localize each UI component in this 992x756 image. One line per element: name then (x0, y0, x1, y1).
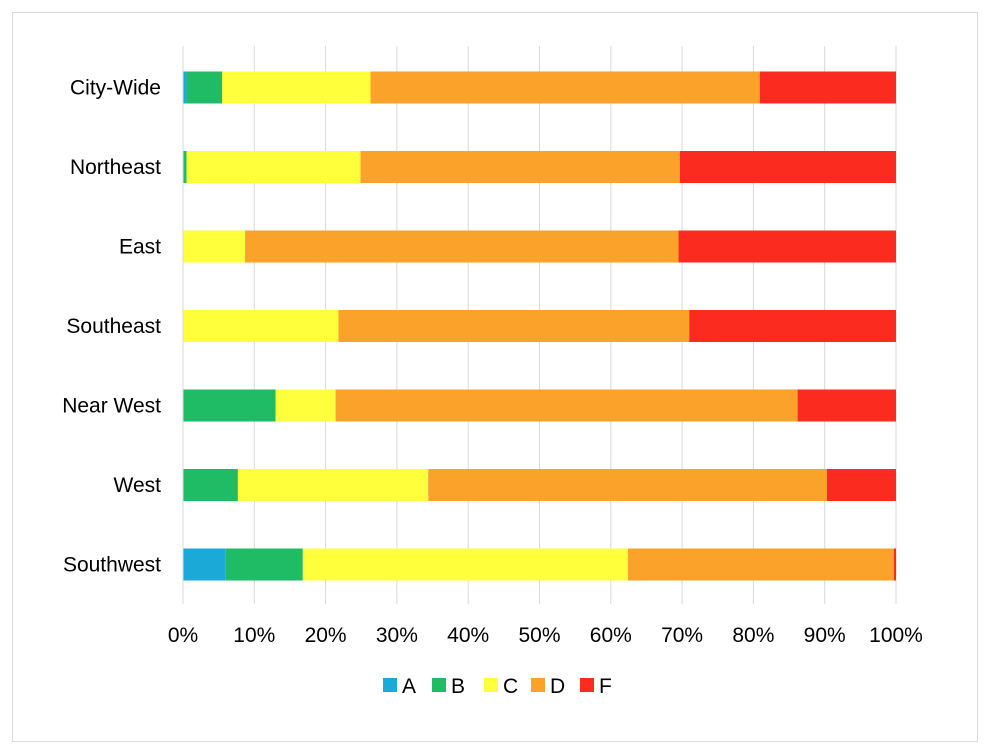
x-tick-label: 50% (518, 624, 560, 647)
x-tick-label: 30% (376, 624, 418, 647)
x-tick-label: 10% (233, 624, 275, 647)
bar-segment-f-west (826, 469, 896, 501)
legend-label: D (550, 675, 565, 698)
bar-segment-b-northeast (183, 151, 187, 183)
bar-segment-f-city-wide (759, 71, 896, 104)
x-tick-label: 20% (305, 624, 347, 647)
x-tick-label: 40% (447, 624, 489, 647)
x-tick-label: 100% (869, 624, 923, 647)
bar-segment-c-west (237, 469, 429, 501)
legend-swatch (484, 678, 498, 692)
x-tick-labels: 0% 10% 20% 30% 40% 50% 60% 70% 80% 90% 100% (168, 624, 923, 647)
category-label: Near West (62, 395, 161, 418)
category-label: Southwest (63, 554, 161, 577)
x-tick-label: 70% (661, 624, 703, 647)
bar-segment-f-east (678, 230, 896, 263)
legend-swatch (383, 678, 397, 692)
bar-segment-c-southeast (183, 310, 339, 342)
bar-segment-d-southwest (627, 548, 894, 581)
category-label: City-Wide (70, 77, 161, 100)
bar-segment-b-near-west (183, 389, 276, 422)
bar-segment-c-southwest (302, 548, 628, 581)
category-label: Northeast (70, 156, 161, 179)
category-labels: City-Wide Northeast East Southeast Near West… (62, 77, 161, 577)
bar-segment-d-east (245, 230, 679, 263)
category-label: Southeast (66, 315, 161, 338)
bar-segment-c-northeast (186, 151, 361, 183)
bar-segment-d-northeast (360, 151, 680, 183)
legend-label: F (599, 675, 612, 698)
bar-segment-f-near-west (797, 389, 896, 422)
bar-segment-d-near-west (335, 389, 798, 422)
bar-segment-b-west (183, 469, 238, 501)
bar-segment-c-city-wide (222, 71, 371, 104)
category-label: West (114, 474, 162, 497)
bars (183, 71, 896, 581)
bar-segment-f-southeast (689, 310, 896, 342)
legend-swatch (580, 678, 594, 692)
bar-segment-d-west (428, 469, 827, 501)
bar-segment-a-southwest (183, 548, 226, 581)
bar-segment-f-northeast (679, 151, 896, 183)
bar-segment-d-city-wide (370, 71, 760, 104)
bar-segment-f-southwest (893, 548, 896, 581)
category-label: East (119, 236, 161, 259)
bar-segment-a-city-wide (183, 71, 187, 104)
legend-label: B (451, 675, 465, 698)
x-tick-label: 60% (590, 624, 632, 647)
bar-segment-b-southwest (225, 548, 303, 581)
bar-segment-c-near-west (275, 389, 336, 422)
legend-swatch (432, 678, 446, 692)
x-tick-label: 90% (804, 624, 846, 647)
x-tick-label: 80% (732, 624, 774, 647)
legend-swatch (531, 678, 545, 692)
chart-frame (12, 12, 978, 742)
legend-label: C (503, 675, 518, 698)
legend-label: A (402, 675, 416, 698)
bar-segment-b-city-wide (186, 71, 223, 104)
x-tick-label: 0% (168, 624, 198, 647)
bar-segment-c-east (183, 230, 246, 263)
bar-segment-d-southeast (338, 310, 690, 342)
